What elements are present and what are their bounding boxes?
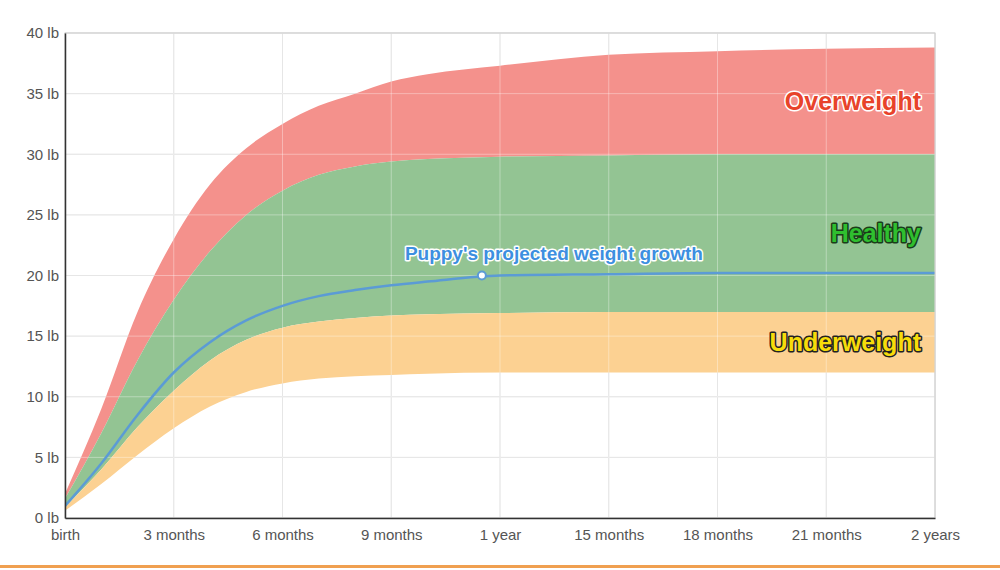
grid-line-y: [65, 457, 935, 458]
tick: 15 lb: [26, 327, 65, 344]
tick-label: 21 months: [792, 526, 862, 543]
tick-label: 40 lb: [26, 24, 59, 41]
tick: 10 lb: [26, 388, 65, 405]
grid-line-y: [65, 457, 935, 458]
grid-overlay: [65, 33, 935, 518]
chart-container: 0 lb 5 lb 10 lb 15 lb 20 lb 25 lb 30 lb 35 lb 40…: [0, 0, 1000, 570]
band-label: Healthy: [831, 219, 921, 247]
tick: 35 lb: [26, 85, 65, 102]
plot-area: [65, 33, 935, 518]
tick: 21 months: [792, 518, 862, 543]
tick-label: 1 year: [480, 526, 522, 543]
tick-label: 3 months: [143, 526, 205, 543]
grid: [65, 33, 935, 518]
grid-line-y: [65, 154, 935, 155]
tick: 9 months: [361, 518, 423, 543]
grid-line-y: [65, 214, 935, 215]
tick: birth: [51, 518, 80, 543]
tick: 2 years: [911, 518, 960, 543]
grid-line-y: [65, 396, 935, 397]
tick: 5 lb: [35, 449, 65, 466]
grid-line-y: [65, 396, 935, 397]
tick-label: 15 months: [574, 526, 644, 543]
x-axis: birth 3 months 6 months 9 months 1 year 15 mo…: [51, 518, 960, 543]
tick: 18 months: [683, 518, 753, 543]
band-label: Overweight: [785, 87, 922, 115]
grid-line-y: [65, 154, 935, 155]
grid-line-y: [65, 214, 935, 215]
tick-label: 10 lb: [26, 388, 59, 405]
tick-label: 9 months: [361, 526, 423, 543]
tick: 30 lb: [26, 146, 65, 163]
projected-line: [65, 273, 935, 506]
grid-line-x: [65, 33, 66, 518]
tick-label: 30 lb: [26, 146, 59, 163]
tick: 25 lb: [26, 206, 65, 223]
tick: 20 lb: [26, 267, 65, 284]
labels: Overweight Healthy Underweight Puppy's proj…: [405, 87, 922, 356]
plot-frame: [65, 33, 935, 518]
tick-label: 20 lb: [26, 267, 59, 284]
tick-label: 2 years: [911, 526, 960, 543]
tick: 15 months: [574, 518, 644, 543]
tick: 3 months: [143, 518, 205, 543]
tick: 0 lb: [35, 509, 65, 526]
axis-line: [66, 518, 936, 520]
tick: 6 months: [252, 518, 314, 543]
line-label: Puppy's projected weight growth: [405, 243, 703, 264]
tick: 1 year: [480, 518, 522, 543]
axis-line: [65, 34, 67, 519]
tick-label: birth: [51, 526, 80, 543]
tick-label: 6 months: [252, 526, 314, 543]
tick-label: 0 lb: [35, 509, 59, 526]
tick-label: 15 lb: [26, 327, 59, 344]
tick-label: 35 lb: [26, 85, 59, 102]
chart-svg: 0 lb 5 lb 10 lb 15 lb 20 lb 25 lb 30 lb 35 lb 40…: [0, 0, 1000, 570]
marker-point: [478, 272, 486, 280]
band-label: Underweight: [770, 328, 922, 356]
tick-label: 5 lb: [35, 449, 59, 466]
y-axis: 0 lb 5 lb 10 lb 15 lb 20 lb 25 lb 30 lb 35 lb 40…: [26, 24, 65, 526]
bottom-rule: [0, 565, 1000, 568]
tick: 40 lb: [26, 24, 65, 41]
tick-label: 18 months: [683, 526, 753, 543]
tick-label: 25 lb: [26, 206, 59, 223]
